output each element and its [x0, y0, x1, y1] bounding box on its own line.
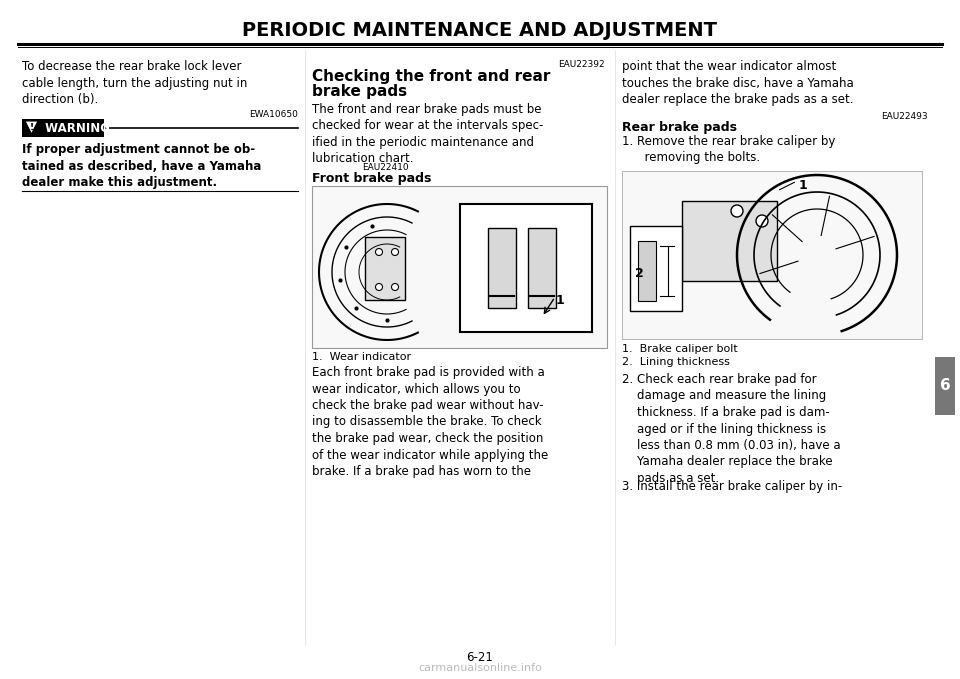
Text: EAU22493: EAU22493	[881, 112, 928, 121]
Text: If proper adjustment cannot be ob-
tained as described, have a Yamaha
dealer mak: If proper adjustment cannot be ob- taine…	[22, 143, 261, 189]
Text: carmanualsonline.info: carmanualsonline.info	[418, 663, 542, 673]
Bar	[630, 226, 682, 311]
Text: EAU22410: EAU22410	[362, 163, 409, 172]
Bar	[460, 204, 592, 332]
Text: 1: 1	[556, 294, 564, 307]
Text: Checking the front and rear: Checking the front and rear	[312, 69, 550, 84]
Circle shape	[375, 249, 382, 255]
Text: Rear brake pads: Rear brake pads	[622, 121, 737, 134]
Text: WARNING: WARNING	[41, 122, 110, 134]
Text: Front brake pads: Front brake pads	[312, 172, 431, 185]
Circle shape	[375, 284, 382, 291]
Text: EAU22392: EAU22392	[559, 60, 605, 69]
Text: !: !	[30, 122, 34, 132]
Text: 6-21: 6-21	[467, 651, 493, 664]
Text: 2: 2	[635, 267, 644, 280]
Bar	[22, 119, 104, 137]
Bar	[638, 241, 656, 301]
Text: 1. Remove the rear brake caliper by
      removing the bolts.: 1. Remove the rear brake caliper by remo…	[622, 135, 835, 164]
Text: 1: 1	[799, 179, 807, 192]
Circle shape	[392, 284, 398, 291]
Text: 6: 6	[940, 378, 950, 394]
Bar	[682, 201, 777, 281]
Bar	[935, 357, 955, 415]
Circle shape	[731, 205, 743, 217]
Bar	[312, 186, 607, 348]
Text: 1.  Brake caliper bolt: 1. Brake caliper bolt	[622, 344, 737, 354]
Circle shape	[392, 249, 398, 255]
Polygon shape	[25, 121, 38, 134]
Bar	[365, 237, 405, 300]
Text: To decrease the rear brake lock lever
cable length, turn the adjusting nut in
di: To decrease the rear brake lock lever ca…	[22, 60, 248, 106]
Text: Each front brake pad is provided with a
wear indicator, which allows you to
chec: Each front brake pad is provided with a …	[312, 366, 548, 478]
Bar	[622, 171, 922, 339]
Text: 2. Check each rear brake pad for
    damage and measure the lining
    thickness: 2. Check each rear brake pad for damage …	[622, 373, 841, 485]
Circle shape	[756, 215, 768, 227]
Text: PERIODIC MAINTENANCE AND ADJUSTMENT: PERIODIC MAINTENANCE AND ADJUSTMENT	[243, 20, 717, 39]
Text: brake pads: brake pads	[312, 84, 407, 99]
Text: 1.  Wear indicator: 1. Wear indicator	[312, 352, 411, 362]
Bar	[528, 228, 556, 308]
Text: 2.  Lining thickness: 2. Lining thickness	[622, 357, 730, 367]
Text: 3. Install the rear brake caliper by in-: 3. Install the rear brake caliper by in-	[622, 480, 842, 493]
Text: EWA10650: EWA10650	[250, 110, 298, 119]
Bar	[488, 228, 516, 308]
Text: The front and rear brake pads must be
checked for wear at the intervals spec-
if: The front and rear brake pads must be ch…	[312, 103, 543, 166]
Text: point that the wear indicator almost
touches the brake disc, have a Yamaha
deale: point that the wear indicator almost tou…	[622, 60, 853, 106]
